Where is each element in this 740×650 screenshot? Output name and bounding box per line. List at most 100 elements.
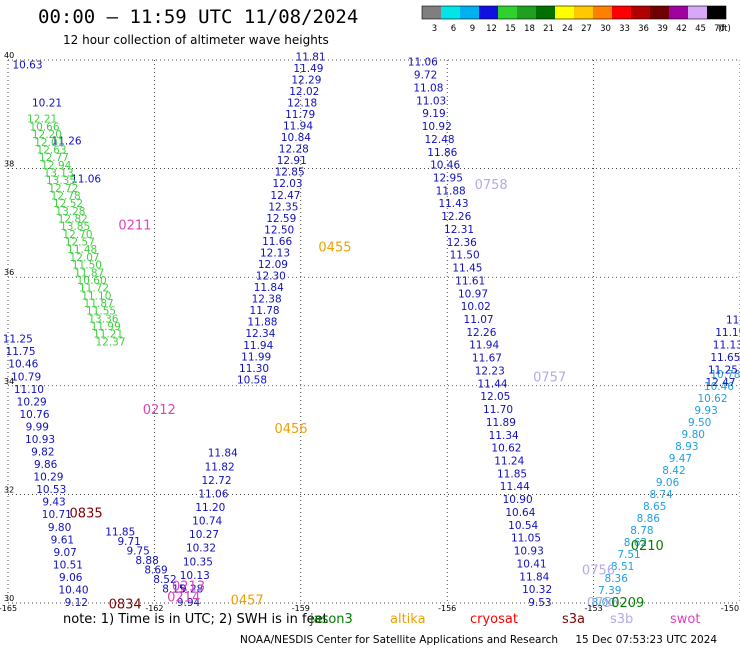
colorbar-swatch xyxy=(441,6,460,19)
wave-height-value: 8.78 xyxy=(630,525,653,537)
satellite-tracks: 10.6310.2111.2611.0612.2110.6612.2012.01… xyxy=(3,51,740,609)
wave-height-value: 8.88 xyxy=(135,555,158,567)
wave-height-value: 10.79 xyxy=(11,371,41,383)
wave-height-value: 8.93 xyxy=(675,441,698,453)
satellite-track: 10.7810.4610.629.939.509.808.939.478.429… xyxy=(592,369,740,609)
wave-height-value: 11.88 xyxy=(436,185,466,197)
wave-height-value: 10.32 xyxy=(186,543,216,555)
wave-height-value: 12.59 xyxy=(266,213,296,225)
wave-height-value: 8.69 xyxy=(144,564,167,576)
wave-height-value: 11.86 xyxy=(427,147,457,159)
wave-height-value: 12.35 xyxy=(268,201,298,213)
wave-height-value: 12.47 xyxy=(270,190,300,202)
satellite-legend-swot: swot xyxy=(670,612,701,627)
wave-height-value: 11.26 xyxy=(52,135,82,147)
wave-height-value: 11.84 xyxy=(208,448,238,460)
wave-height-value: 13.35 xyxy=(46,175,76,187)
wave-height-value: 11.50 xyxy=(72,260,102,272)
wave-height-value: 10.29 xyxy=(17,396,47,408)
pass-time-label: 0755 xyxy=(587,596,620,611)
wave-height-value: 13.13 xyxy=(44,167,74,179)
wave-height-value: 9.80 xyxy=(48,522,71,534)
wave-height-value: 11.45 xyxy=(452,263,482,275)
longitude-tick-label: -153 xyxy=(585,604,603,613)
wave-height-value: 11.25 xyxy=(708,365,738,377)
wave-height-value: 11.24 xyxy=(494,455,524,467)
pass-time-label: 0214 xyxy=(167,591,200,606)
colorbar-swatch xyxy=(688,6,707,19)
wave-height-value: 11.25 xyxy=(3,334,33,346)
colorbar-tick-label: 15 xyxy=(505,24,516,34)
wave-height-value: 9.71 xyxy=(117,536,140,548)
wave-height-value: 12.28 xyxy=(279,144,309,156)
wave-height-value: 10.60 xyxy=(77,275,107,287)
credit-text: NOAA/NESDIS Center for Satellite Applica… xyxy=(240,634,558,646)
wave-height-value: 12.52 xyxy=(53,198,83,210)
pass-time-label: 0211 xyxy=(118,219,151,234)
wave-height-value: 12.85 xyxy=(275,167,305,179)
wave-height-value: 12.23 xyxy=(475,365,505,377)
wave-height-value: 12.07 xyxy=(70,252,100,264)
wave-height-value: 10.62 xyxy=(491,443,521,455)
wave-height-value: 9.82 xyxy=(31,447,54,459)
map-axes: 40 38 36 34 32 30-165 -162 -159 -156 -153 -150 xyxy=(0,51,739,613)
wave-height-value: 9.72 xyxy=(414,70,437,82)
longitude-tick-label: -165 xyxy=(0,604,17,613)
wave-height-value: 13.28 xyxy=(55,206,85,218)
wave-height-value: 11.85 xyxy=(497,468,527,480)
wave-height-value: 12.02 xyxy=(289,86,319,98)
satellite-legend-altika: altika xyxy=(390,612,426,627)
pass-time-label: 0210 xyxy=(631,539,664,554)
wave-height-value: 9.06 xyxy=(656,477,680,489)
wave-height-value: 11.89 xyxy=(486,417,516,429)
colorbar-swatch xyxy=(669,6,688,19)
pass-time-label: 0213 xyxy=(172,580,205,595)
satellite-legend: jason3 altika cryosat s3a s3b swot xyxy=(310,612,730,630)
wave-height-value: 12.26 xyxy=(466,327,496,339)
wave-height-value: 11.65 xyxy=(710,352,740,364)
wave-height-value: 12.48 xyxy=(425,134,455,146)
wave-height-value: 8.00 xyxy=(592,597,615,609)
colorbar-tick-label: 30 xyxy=(600,24,611,34)
colorbar-tick-label: 45 xyxy=(695,24,706,34)
wave-height-value: 10.29 xyxy=(33,472,63,484)
colorbar-swatch xyxy=(422,6,441,19)
wave-height-value: 10.46 xyxy=(430,160,460,172)
wave-height-value: 11.43 xyxy=(438,198,468,210)
wave-height-value: 10.63 xyxy=(12,59,42,71)
wave-height-value: 9.80 xyxy=(682,429,705,441)
wave-height-value: 11.75 xyxy=(6,346,36,358)
longitude-tick-label: -150 xyxy=(721,604,739,613)
page-subtitle: 12 hour collection of altimeter wave hei… xyxy=(63,33,329,47)
wave-height-value: 8.62 xyxy=(624,537,647,549)
satellite-track: 11.859.719.758.888.698.528.15 xyxy=(105,526,185,595)
wave-height-value: 9.75 xyxy=(126,545,149,557)
longitude-tick-label: -156 xyxy=(438,604,456,613)
colorbar-tick-label: 27 xyxy=(581,24,592,34)
wave-height-value: 12.63 xyxy=(37,144,67,156)
wave-height-value: 11.06 xyxy=(198,488,228,500)
latitude-tick-label: 34 xyxy=(4,377,14,386)
satellite-track: 11.2511.7510.4610.7911.1010.2910.769.991… xyxy=(3,334,89,609)
wave-height-value: 11.87 xyxy=(74,267,104,279)
wave-height-value: 11.30 xyxy=(239,363,269,375)
wave-height-value: 11.84 xyxy=(254,282,284,294)
wave-height-value: 12.09 xyxy=(258,259,288,271)
wave-height-value: 9.93 xyxy=(694,405,717,417)
colorbar-tick-label: 9 xyxy=(470,24,475,34)
wave-height-value: 11.61 xyxy=(455,275,485,287)
wave-height-value: 13.85 xyxy=(60,221,90,233)
wave-height-value: 11.82 xyxy=(205,461,235,473)
colorbar-swatch xyxy=(650,6,669,19)
wave-height-value: 12.37 xyxy=(95,336,125,348)
colorbar-tick-label: 70 xyxy=(714,24,725,34)
wave-height-value: 8.86 xyxy=(637,513,661,525)
wave-height-value: 10.40 xyxy=(59,584,89,596)
wave-height-value: 9.12 xyxy=(65,597,88,609)
footer-note: note: 1) Time is in UTC; 2) SWH is in fe… xyxy=(63,612,328,627)
wave-height-value: 11.84 xyxy=(519,571,549,583)
colorbar-tick-label: 12 xyxy=(486,24,497,34)
